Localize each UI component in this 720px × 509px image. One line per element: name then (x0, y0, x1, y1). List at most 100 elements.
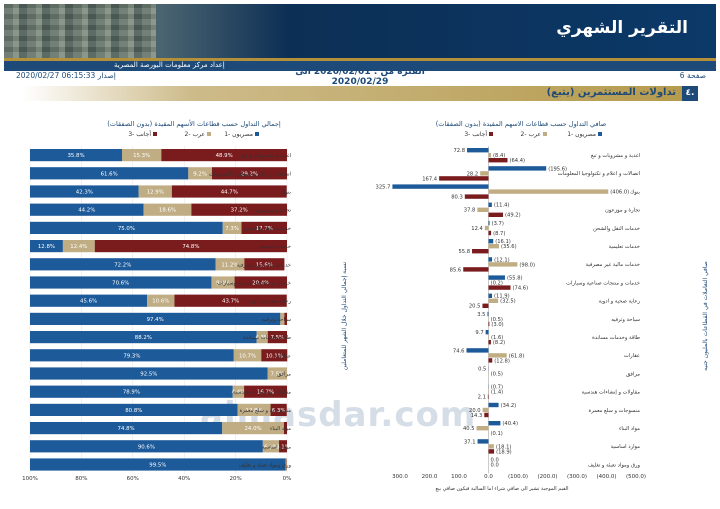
left-bar-segment (30, 458, 286, 471)
section-bar: تداولات المستثمرين (يتبع) ٤. (22, 86, 698, 101)
left-category-label: خدمات مالية غير مصرفية (236, 262, 291, 268)
left-category-label: سياحة وترفيه (262, 317, 291, 323)
left-bar-segment (30, 167, 189, 180)
right-bar-label: (98.0) (519, 262, 535, 268)
left-bar-label: 75.0% (118, 226, 135, 232)
right-bar (488, 444, 494, 449)
left-category-label: بنوك (281, 190, 291, 196)
left-bar-segment (30, 294, 148, 307)
left-category-label: طاقة وخدمات مساندة (243, 335, 291, 341)
right-bar (488, 402, 499, 408)
right-category-label: ورق ومواد تعبئة و تغليف (588, 462, 641, 468)
left-legend-swatch (153, 132, 157, 136)
right-bar-label: (0.5) (491, 317, 503, 323)
right-bar-label: (11.4) (494, 203, 510, 209)
right-bar-label: 37.8 (464, 208, 476, 214)
right-bar-label: (1.4) (491, 390, 503, 396)
right-bar (488, 340, 491, 345)
right-bar (488, 421, 501, 426)
left-bar-segment (143, 203, 192, 216)
right-bar (488, 285, 511, 290)
left-bar-label: 4.3% (255, 335, 269, 341)
period-label: الفترة من : 2020/02/01 الى 2020/02/29 (295, 67, 425, 87)
left-bar-segment (171, 185, 287, 198)
right-bar (476, 426, 489, 431)
right-x-tick: (100.0) (508, 474, 528, 480)
left-x-tick: 0% (283, 476, 292, 482)
left-bar-segment (30, 240, 63, 253)
left-category-label: مقاولات و إنشاءات هندسية (233, 390, 292, 396)
right-bar-label: (49.2) (505, 213, 521, 219)
right-bar (488, 275, 505, 280)
left-bar-segment (62, 240, 95, 253)
left-bar-segment (30, 403, 238, 416)
left-legend-swatch (207, 132, 211, 136)
left-bar-segment (30, 203, 144, 216)
right-bar-label: (74.6) (513, 286, 529, 292)
left-bar-segment (161, 149, 287, 162)
right-bar (482, 303, 489, 308)
right-bar (439, 176, 489, 181)
left-chart-title: إجمالي التداول حسب قطاعات الأسهم المقيدة… (107, 119, 281, 128)
left-bar-label: 6.3% (272, 408, 286, 414)
left-bar-label: 29.2% (241, 171, 258, 177)
right-bar (488, 244, 500, 249)
right-category-label: منسوجات و سلع معمرة (589, 408, 641, 414)
right-bar-label: (61.8) (509, 353, 525, 359)
left-bar-label: 44.2% (78, 208, 95, 214)
right-bar (488, 262, 518, 267)
left-category-label: خدمات و منتجات صناعية وسيارات (217, 281, 291, 287)
right-category-label: بنوك (630, 189, 640, 195)
right-legend-label: أجانب -3 (464, 130, 487, 138)
org-label: إعداد مركز معلومات البورصة المصرية (114, 61, 225, 69)
left-category-label: ورق ومواد تعبئة و تغليف (239, 463, 292, 469)
left-bar-label: 4.4% (232, 390, 246, 396)
right-bar (488, 153, 491, 158)
right-category-label: اغذية و مشروبات و تبغ (591, 153, 640, 159)
left-bar-label: 10.6% (152, 299, 169, 305)
left-bar-segment (244, 385, 287, 398)
right-category-label: تجارة و موزعون (605, 208, 641, 214)
left-category-label: مرافق (277, 372, 291, 378)
page-label: صفحة 6 (679, 71, 706, 80)
left-bar-label: 12.8% (246, 408, 263, 414)
right-bar-label: 40.5 (463, 426, 475, 432)
left-bar-segment (211, 167, 287, 180)
right-bar (463, 267, 489, 272)
left-bar-label: 44.7% (221, 190, 238, 196)
left-bar-segment (30, 440, 263, 453)
left-category-label: مواد البناء (270, 426, 291, 432)
right-bar-label: (3.0) (491, 322, 503, 328)
right-bar-label: (8.7) (493, 231, 505, 237)
banner-photo (4, 4, 156, 58)
right-footnote: القيم الموجبة تشير الى صافي شراء اما الس… (435, 486, 568, 492)
left-bar-label: 20.4% (252, 281, 269, 287)
left-bar-segment (191, 203, 287, 216)
right-legend-swatch (598, 132, 602, 136)
right-bar-label: (55.8) (507, 276, 523, 282)
left-bar-segment (147, 294, 175, 307)
left-y-axis-label: نسبة إجمالي التداول خلال الشهر للمتعاملي… (341, 261, 348, 370)
right-bar-label: 80.3 (451, 195, 463, 201)
right-bar-label: (32.5) (500, 299, 516, 305)
left-bar-segment (222, 221, 242, 234)
right-bar (488, 298, 499, 303)
left-bar-segment (174, 294, 287, 307)
left-bar-label: 24.0% (245, 426, 262, 432)
left-x-tick: 100% (22, 476, 38, 482)
left-bar-segment (284, 312, 287, 325)
left-category-label: اغذية و مشروبات و تبغ (242, 153, 291, 159)
left-bar-label: 35.8% (67, 153, 84, 159)
left-bar-segment (234, 276, 287, 289)
right-bar (466, 348, 489, 353)
left-bar-label: 79.3% (123, 353, 140, 359)
right-bar-label: 37.1 (464, 439, 476, 445)
left-category-label: رعاية صحية و ادوية (250, 299, 292, 305)
left-bar-segment (261, 349, 288, 362)
right-bar-label: (195.6) (548, 166, 567, 172)
right-bar-label: 167.4 (422, 176, 438, 182)
right-bar-label: 55.8 (458, 249, 470, 255)
left-bar-segment (280, 312, 285, 325)
right-bar (480, 171, 489, 176)
left-bar-segment (94, 240, 287, 253)
